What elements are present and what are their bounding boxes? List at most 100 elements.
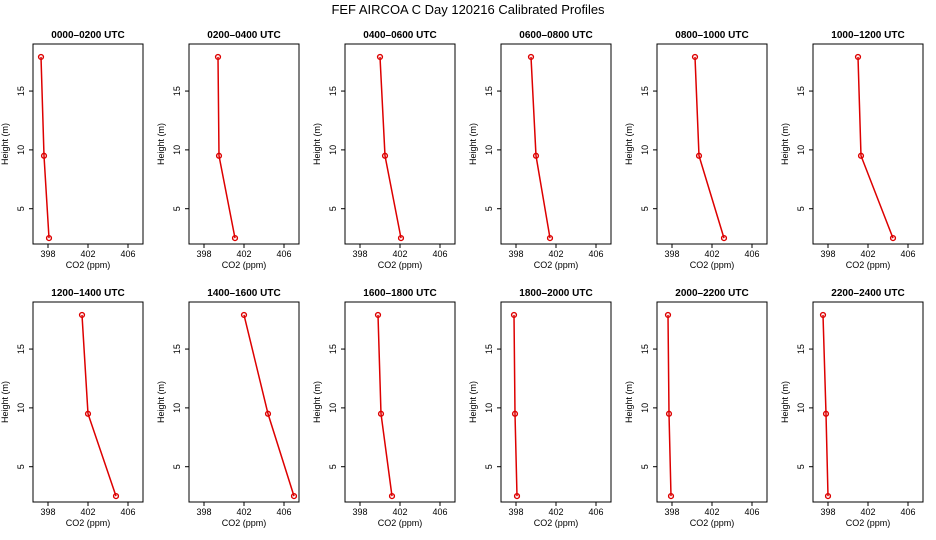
- plot-frame: [812, 43, 924, 245]
- x-tick-label: 402: [80, 507, 95, 517]
- x-tick-label: 402: [236, 249, 251, 259]
- data-point: [112, 493, 120, 500]
- data-point: [45, 235, 53, 242]
- panel-title: 1200–1400 UTC: [51, 288, 124, 299]
- data-point: [374, 311, 382, 319]
- data-point: [695, 152, 703, 159]
- plot-frame: [188, 43, 300, 245]
- y-tick-label: 15: [796, 86, 806, 96]
- plot-frame: [656, 301, 768, 503]
- panel-title: 1000–1200 UTC: [831, 30, 904, 41]
- x-tick-label: 406: [900, 249, 915, 259]
- y-tick-label: 15: [16, 344, 26, 354]
- data-point: [388, 493, 396, 500]
- profile-panel: 0200–0400 UTC 398 402 406 5 10 15 CO2 (ppm) Heig…: [156, 30, 300, 270]
- profile-panel: 2000–2200 UTC 398 402 406 5 10 15 CO2 (ppm) Heig…: [624, 288, 768, 528]
- x-axis-label: CO2 (ppm): [378, 518, 423, 528]
- data-point: [214, 53, 222, 61]
- x-tick-label: 398: [508, 249, 523, 259]
- y-axis-label: Height (m): [468, 123, 478, 165]
- profile-line: [40, 56, 50, 239]
- y-axis-label: Height (m): [468, 381, 478, 423]
- x-tick-label: 398: [40, 507, 55, 517]
- x-tick-label: 398: [196, 507, 211, 517]
- y-tick-label: 10: [16, 403, 26, 413]
- profile-panel: 1600–1800 UTC 398 402 406 5 10 15 CO2 (ppm) Heig…: [312, 288, 456, 528]
- plot-frame: [344, 301, 456, 503]
- x-tick-label: 406: [276, 507, 291, 517]
- y-tick-label: 10: [484, 145, 494, 155]
- y-tick-label: 15: [640, 344, 650, 354]
- y-axis-label: Height (m): [624, 381, 634, 423]
- x-axis-label: CO2 (ppm): [222, 260, 267, 270]
- data-point: [527, 53, 535, 61]
- panel-title: 1400–1600 UTC: [207, 288, 280, 299]
- x-axis-label: CO2 (ppm): [846, 260, 891, 270]
- y-axis-label: Height (m): [156, 381, 166, 423]
- profile-line: [377, 314, 393, 497]
- y-tick-label: 10: [16, 145, 26, 155]
- data-point: [854, 53, 862, 61]
- x-axis-label: CO2 (ppm): [222, 518, 267, 528]
- x-tick-label: 398: [664, 249, 679, 259]
- data-point: [37, 53, 45, 61]
- y-tick-label: 5: [172, 206, 182, 211]
- x-axis-label: CO2 (ppm): [66, 260, 111, 270]
- plot-frame: [344, 43, 456, 245]
- y-tick-label: 10: [172, 403, 182, 413]
- y-tick-label: 15: [484, 344, 494, 354]
- y-tick-label: 5: [484, 464, 494, 469]
- panel-title: 1600–1800 UTC: [363, 288, 436, 299]
- data-point: [264, 410, 272, 417]
- panel-title: 2200–2400 UTC: [831, 288, 904, 299]
- x-axis-label: CO2 (ppm): [846, 518, 891, 528]
- x-axis-label: CO2 (ppm): [690, 260, 735, 270]
- panels-grid: 0000–0200 UTC 398 402 406 5 10 15 CO2 (ppm) Heig…: [0, 30, 924, 528]
- y-tick-label: 10: [328, 403, 338, 413]
- profile-line: [667, 314, 672, 497]
- x-tick-label: 398: [352, 249, 367, 259]
- y-tick-label: 5: [640, 464, 650, 469]
- y-axis-label: Height (m): [312, 123, 322, 165]
- y-tick-label: 15: [172, 86, 182, 96]
- plot-frame: [812, 301, 924, 503]
- profile-line: [217, 56, 236, 239]
- data-point: [665, 410, 673, 417]
- x-tick-label: 402: [392, 507, 407, 517]
- data-point: [215, 152, 223, 159]
- x-axis-label: CO2 (ppm): [66, 518, 111, 528]
- y-axis-label: Height (m): [0, 123, 10, 165]
- data-point: [397, 235, 405, 242]
- profile-panel: 0400–0600 UTC 398 402 406 5 10 15 CO2 (ppm) Heig…: [312, 30, 456, 270]
- data-point: [819, 311, 827, 319]
- y-tick-label: 10: [640, 403, 650, 413]
- data-point: [290, 493, 298, 500]
- y-axis-label: Height (m): [780, 381, 790, 423]
- y-tick-label: 10: [328, 145, 338, 155]
- data-point: [857, 152, 865, 159]
- x-tick-label: 406: [744, 249, 759, 259]
- profile-line: [243, 314, 295, 497]
- profile-panel: 0600–0800 UTC 398 402 406 5 10 15 CO2 (ppm) Heig…: [468, 30, 612, 270]
- panel-title: 0200–0400 UTC: [207, 30, 280, 41]
- x-tick-label: 406: [120, 507, 135, 517]
- x-tick-label: 398: [196, 249, 211, 259]
- y-tick-label: 10: [172, 145, 182, 155]
- plot-frame: [32, 43, 144, 245]
- data-point: [377, 410, 385, 417]
- x-axis-label: CO2 (ppm): [534, 260, 579, 270]
- x-axis-label: CO2 (ppm): [690, 518, 735, 528]
- y-axis-label: Height (m): [156, 123, 166, 165]
- x-tick-label: 406: [120, 249, 135, 259]
- profile-line: [81, 314, 117, 497]
- x-tick-label: 406: [432, 249, 447, 259]
- y-tick-label: 5: [328, 464, 338, 469]
- data-point: [84, 410, 92, 417]
- panel-title: 0600–0800 UTC: [519, 30, 592, 41]
- data-point: [889, 235, 897, 242]
- y-tick-label: 15: [796, 344, 806, 354]
- y-tick-label: 5: [796, 464, 806, 469]
- x-tick-label: 398: [664, 507, 679, 517]
- data-point: [240, 311, 248, 319]
